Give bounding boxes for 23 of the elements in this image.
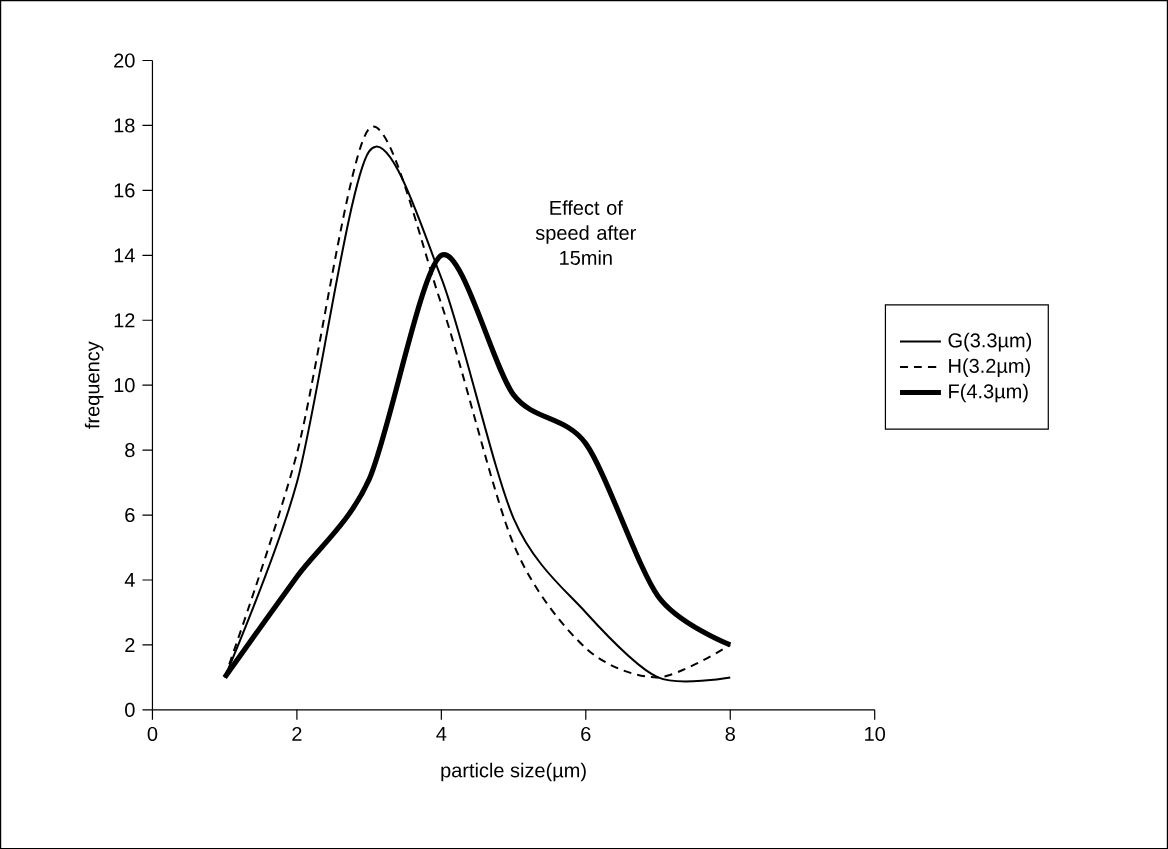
x-axis-title: particle size(µm): [441, 762, 586, 782]
y-tick-label: 12: [114, 313, 135, 328]
y-tick-label: 4: [124, 572, 135, 587]
y-tick-label: 10: [114, 377, 135, 393]
y-tick-label: 14: [114, 248, 135, 263]
y-tick-label: 2: [125, 637, 135, 652]
x-tick-label: 8: [725, 726, 735, 741]
x-tick-label: 0: [147, 726, 158, 741]
y-tick-label: 0: [125, 702, 135, 717]
x-tick-label: 4: [436, 726, 447, 741]
y-tick-label: 18: [114, 118, 135, 133]
legend-label: H(3.2µm): [949, 358, 1030, 377]
y-tick-label: 16: [114, 183, 135, 198]
y-tick-label: 8: [125, 442, 135, 458]
annotation: Effect of speed after 15min: [535, 200, 636, 265]
legend-label: F(4.3µm): [949, 383, 1028, 403]
x-tick-label: 2: [292, 726, 302, 741]
legend-label: G(3.3µm): [948, 332, 1032, 352]
x-tick-label: 6: [581, 726, 591, 741]
y-axis-title: frequency: [84, 341, 104, 429]
y-tick-label: 20: [114, 53, 135, 68]
x-tick-label: 10: [865, 726, 886, 741]
y-tick-label: 6: [125, 507, 135, 522]
